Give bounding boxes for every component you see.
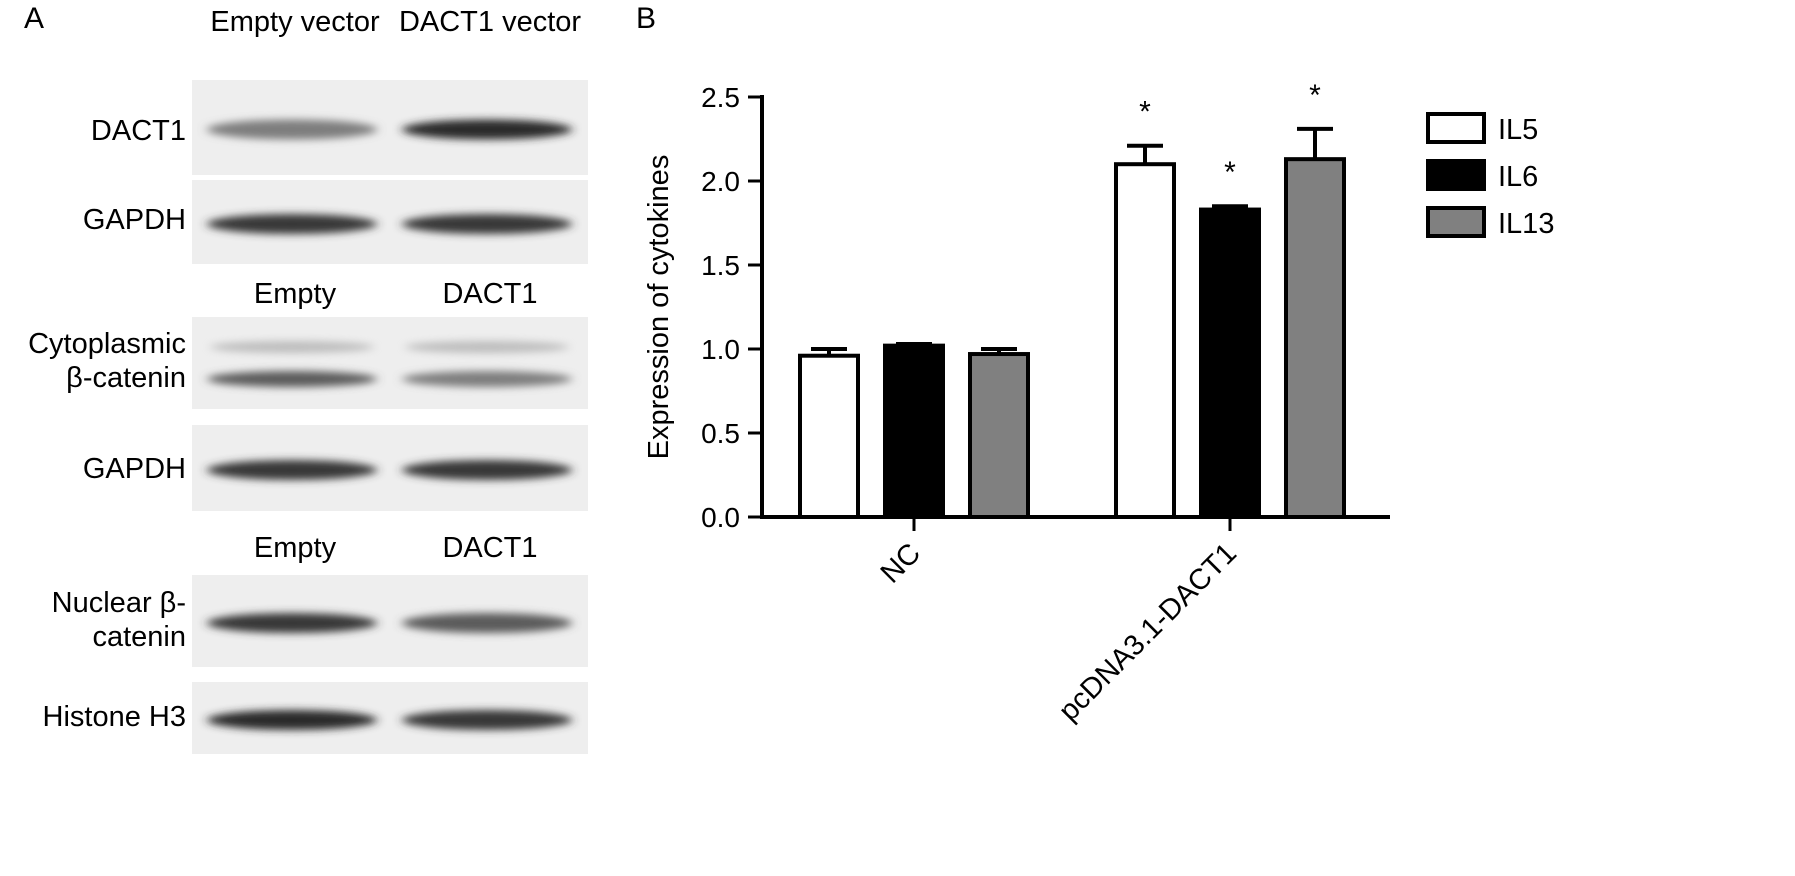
significance-marker: *	[1139, 96, 1151, 129]
col-header-dact1-3: DACT1	[442, 532, 538, 564]
bar	[798, 353, 860, 519]
blot-band	[207, 613, 377, 633]
blot-band-faint	[210, 341, 374, 353]
bar	[1284, 157, 1346, 519]
y-tick-label: 1.0	[701, 334, 740, 365]
y-tick-label: 2.0	[701, 166, 740, 197]
bar	[968, 352, 1030, 520]
col-header-empty-2: Empty	[253, 278, 337, 310]
blot-label-histone-h3: Histone H3	[42, 701, 186, 733]
blot-background	[192, 317, 588, 409]
blot-dact1	[192, 80, 588, 175]
bar	[883, 343, 945, 520]
y-tick-label: 0.0	[701, 502, 740, 533]
y-axis-label: Expression of cytokines	[643, 155, 675, 460]
col-header-empty-vector: Empty vector	[200, 4, 390, 41]
panel-b-letter: B	[636, 2, 657, 35]
col-header-line: DACT1 vector	[398, 6, 582, 38]
blot-gapdh-2	[192, 425, 588, 511]
legend-swatch	[1426, 112, 1486, 144]
legend-label: IL5	[1498, 114, 1538, 146]
x-tick-label: NC	[875, 537, 927, 589]
blot-band	[402, 710, 572, 730]
blot-gapdh-1	[192, 180, 588, 264]
legend-swatch	[1426, 159, 1486, 191]
blot-band	[402, 214, 572, 234]
significance-marker: *	[1309, 79, 1321, 112]
bar	[1199, 207, 1261, 519]
blot-band	[207, 214, 377, 234]
legend-label: IL6	[1498, 161, 1538, 193]
blot-nuclear-beta-catenin	[192, 575, 588, 667]
y-tick-label: 1.5	[701, 250, 740, 281]
blot-band	[207, 710, 377, 730]
legend-swatch	[1426, 206, 1486, 238]
bar	[1114, 162, 1176, 519]
blot-label-nuclear-beta-catenin: Nuclear β-catenin	[51, 587, 186, 653]
col-header-dact1-vector: DACT1 vector	[390, 4, 590, 41]
significance-marker: *	[1224, 156, 1236, 189]
blot-label-cytoplasmic-beta-catenin: Cytoplasmic β-catenin	[28, 328, 186, 394]
blot-band	[402, 119, 572, 140]
blot-band	[402, 371, 572, 387]
x-tick-label: pcDNA3.1-DACT1	[1053, 537, 1243, 727]
blot-label-dact1: DACT1	[90, 115, 186, 147]
blot-cytoplasmic-beta-catenin	[192, 317, 588, 409]
blot-band	[207, 119, 377, 140]
blot-band	[207, 371, 377, 387]
col-header-empty-3: Empty	[253, 532, 337, 564]
col-header-dact1-2: DACT1	[442, 278, 538, 310]
panel-a-letter: A	[24, 2, 45, 35]
blot-band	[402, 460, 572, 480]
y-tick-label: 0.5	[701, 418, 740, 449]
blot-band	[402, 613, 572, 633]
col-header-line: Empty vector	[210, 6, 380, 38]
blot-band	[207, 460, 377, 480]
blot-band-faint	[405, 341, 569, 353]
blot-label-gapdh-2: GAPDH	[82, 453, 186, 485]
blot-histone-h3	[192, 682, 588, 754]
blot-label-gapdh-1: GAPDH	[82, 204, 186, 236]
legend-label: IL13	[1498, 208, 1554, 240]
y-tick-label: 2.5	[701, 82, 740, 113]
